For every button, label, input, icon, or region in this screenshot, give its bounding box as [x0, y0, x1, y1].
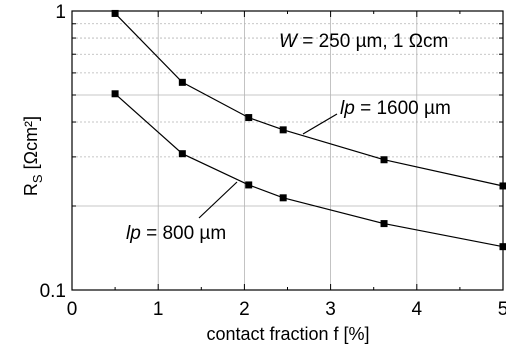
y-tick-label: 1: [55, 2, 66, 23]
series-line-1: [114, 93, 504, 248]
data-point: [111, 90, 119, 98]
x-tick-label: 3: [325, 299, 336, 320]
series-label-lp-800: lp = 800 µm: [126, 223, 226, 244]
x-tick-labels: 0 1 2 3 4 5: [67, 299, 506, 320]
data-point: [380, 220, 388, 228]
y-tick-labels: 0.11: [40, 2, 66, 302]
data-point: [279, 194, 287, 202]
data-point: [178, 150, 186, 158]
grid: [72, 11, 503, 290]
annotation-top: W = 250 µm, 1 Ωcm: [279, 31, 448, 52]
x-tick-label: 0: [67, 299, 78, 320]
series-lines: [114, 12, 504, 248]
x-tick-label: 1: [153, 299, 164, 320]
data-point: [245, 181, 253, 189]
plot-frame: [71, 10, 504, 291]
y-axis-label: RS [Ωcm²]: [21, 116, 45, 196]
x-tick-label: 5: [498, 299, 506, 320]
x-tick-label: 4: [412, 299, 423, 320]
series-label-pointer-lp-800: [198, 181, 238, 219]
data-point: [178, 78, 186, 86]
y-tick-label: 0.1: [40, 281, 66, 302]
data-point: [380, 156, 388, 164]
data-point: [245, 114, 253, 122]
axis-ticks: [71, 10, 504, 291]
series-label-lp-1600: lp = 1600 µm: [340, 98, 451, 119]
series-line-0: [114, 12, 504, 187]
data-point: [279, 126, 287, 134]
series-label-pointer-lp-1600: [302, 113, 338, 135]
x-tick-label: 2: [239, 299, 250, 320]
x-axis-label: contact fraction f [%]: [206, 324, 369, 344]
